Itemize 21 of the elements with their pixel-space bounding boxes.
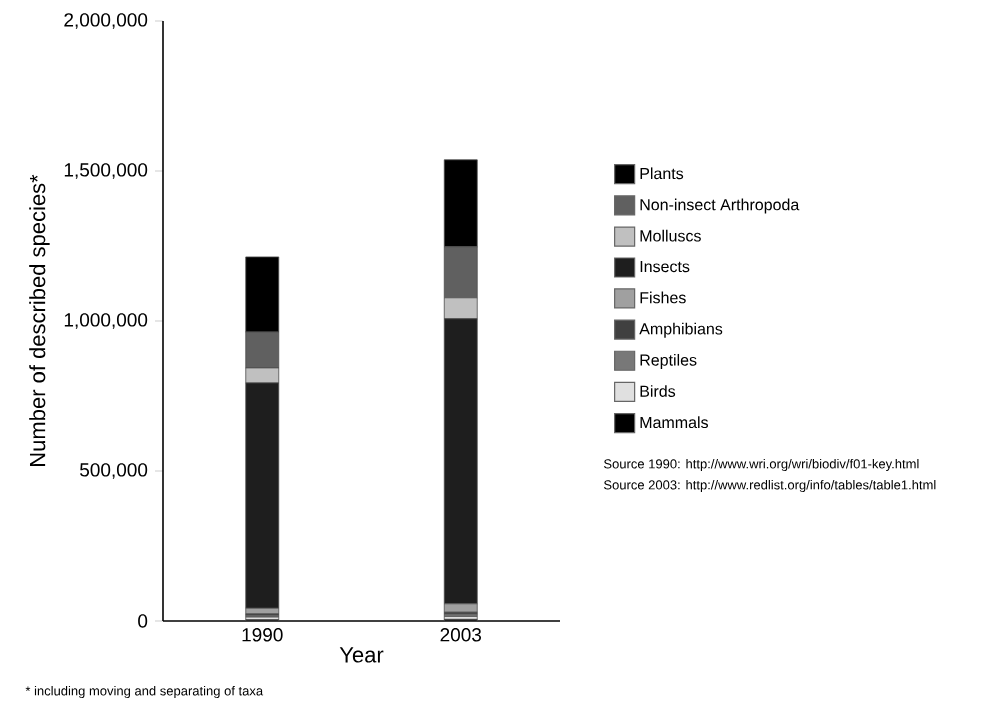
legend-label: Amphibians: [639, 322, 723, 338]
legend-label: Non-insect Arthropoda: [640, 198, 800, 214]
y-axis-title: Number of described species*: [29, 174, 50, 466]
y-tick-label: 2,000,000: [64, 13, 148, 29]
legend-label: Mammals: [640, 416, 708, 429]
x-tick-label: 1990: [242, 628, 283, 642]
source-note: Source 1990: http://www.wri.org/wri/biodiv/f01-key.html: [604, 458, 919, 472]
y-tick-label: 1,500,000: [64, 163, 148, 179]
y-tick-label: 500,000: [80, 463, 148, 479]
text: * including moving and separating of taxa: [25, 685, 264, 699]
y-tick-label: 1,000,000: [64, 313, 148, 329]
legend-label: Birds: [640, 385, 676, 397]
legend-label: Reptiles: [640, 353, 697, 369]
legend-label: Insects: [640, 260, 690, 273]
y-tick-label: 0: [138, 614, 148, 628]
x-axis-title: Year: [339, 647, 384, 663]
legend-label: Molluscs: [640, 229, 701, 242]
legend-label: Fishes: [640, 291, 686, 304]
x-tick-label: 2003: [440, 628, 482, 642]
legend-label: Plants: [640, 167, 684, 180]
source-note: Source 2003: http://www.redlist.org/info/tables/table1.html: [604, 479, 936, 493]
